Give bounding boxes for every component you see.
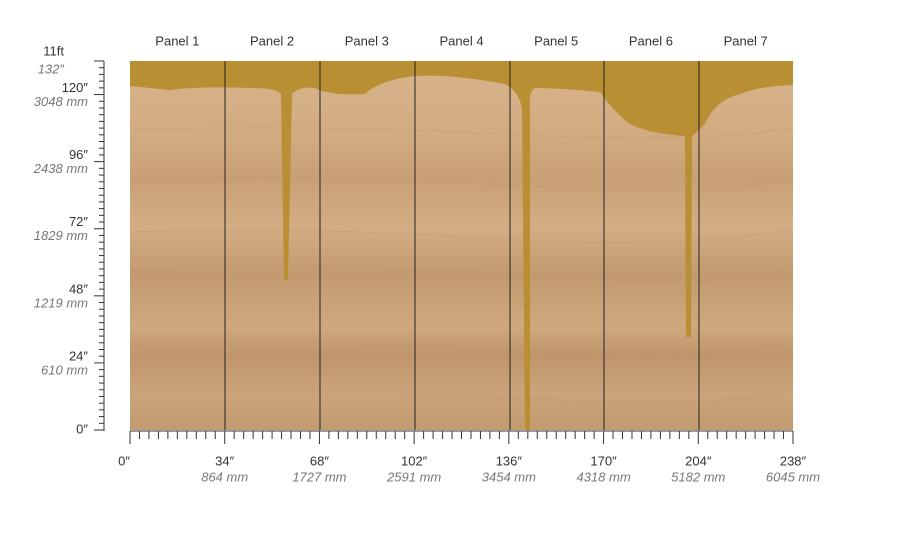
x-label-mm: 4318 mm — [576, 469, 630, 484]
panel-label: Panel 2 — [250, 33, 294, 48]
y-label: 120″ — [62, 80, 89, 95]
x-label-mm: 3454 mm — [482, 469, 536, 484]
x-label-mm: 5182 mm — [671, 469, 725, 484]
panel-label: Panel 1 — [155, 33, 199, 48]
x-label: 170″ — [590, 453, 617, 468]
x-label: 68″ — [310, 453, 329, 468]
x-label: 204″ — [685, 453, 712, 468]
y-label: 96″ — [69, 147, 88, 162]
y-label: 72″ — [69, 214, 88, 229]
x-label: 0″ — [118, 453, 130, 468]
y-label-mm: 1219 mm — [34, 295, 88, 310]
y-label: 48″ — [69, 281, 88, 296]
y-label: 0″ — [76, 421, 88, 436]
x-label: 34″ — [215, 453, 234, 468]
mural — [129, 61, 794, 430]
panel-label: Panel 4 — [439, 33, 483, 48]
y-label-mm: 3048 mm — [34, 94, 88, 109]
x-label: 238″ — [780, 453, 807, 468]
x-label-mm: 2591 mm — [386, 469, 441, 484]
panel-label: Panel 7 — [724, 33, 768, 48]
panel-label: Panel 6 — [629, 33, 673, 48]
x-label: 102″ — [401, 453, 428, 468]
panel-label: Panel 3 — [345, 33, 389, 48]
panel-label: Panel 5 — [534, 33, 578, 48]
y-top-label: 11ft — [43, 43, 64, 58]
y-label-mm: 2438 mm — [33, 161, 88, 176]
y-label-mm: 610 mm — [41, 362, 88, 377]
x-label-mm: 1727 mm — [292, 469, 346, 484]
x-label-mm: 6045 mm — [766, 469, 820, 484]
y-label: 24″ — [69, 348, 88, 363]
y-top-sub: 132″ — [38, 61, 65, 76]
x-label-mm: 864 mm — [201, 469, 248, 484]
x-label: 136″ — [496, 453, 523, 468]
y-label-mm: 1829 mm — [34, 228, 88, 243]
